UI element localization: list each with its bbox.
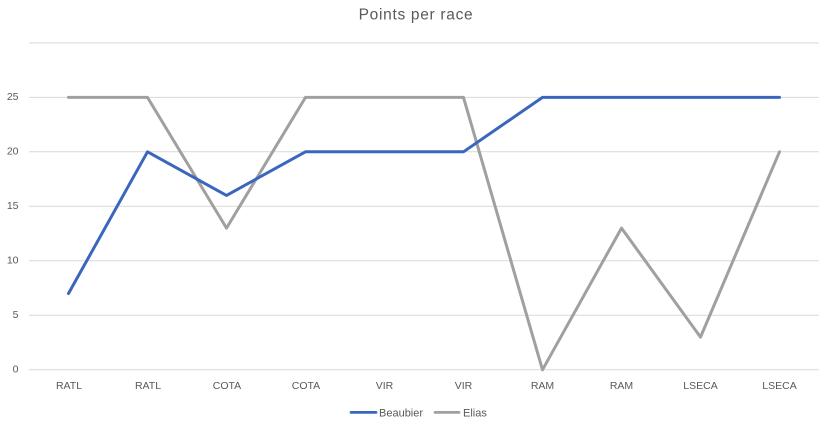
svg-text:LSECA: LSECA bbox=[762, 380, 796, 392]
svg-text:VIR: VIR bbox=[455, 380, 473, 392]
svg-text:5: 5 bbox=[13, 309, 19, 321]
svg-text:RATL: RATL bbox=[56, 380, 82, 392]
svg-text:COTA: COTA bbox=[292, 380, 320, 392]
svg-text:20: 20 bbox=[7, 145, 19, 157]
svg-text:RAM: RAM bbox=[531, 380, 554, 392]
svg-text:Elias: Elias bbox=[463, 408, 487, 420]
svg-text:COTA: COTA bbox=[213, 380, 241, 392]
svg-text:VIR: VIR bbox=[376, 380, 394, 392]
svg-text:10: 10 bbox=[7, 254, 19, 266]
svg-text:RATL: RATL bbox=[135, 380, 161, 392]
svg-text:LSECA: LSECA bbox=[683, 380, 717, 392]
svg-text:25: 25 bbox=[7, 91, 19, 103]
svg-text:Points per race: Points per race bbox=[359, 7, 474, 24]
svg-text:RAM: RAM bbox=[610, 380, 633, 392]
svg-text:0: 0 bbox=[13, 363, 19, 375]
svg-text:Beaubier: Beaubier bbox=[379, 408, 423, 420]
svg-text:15: 15 bbox=[7, 200, 19, 212]
